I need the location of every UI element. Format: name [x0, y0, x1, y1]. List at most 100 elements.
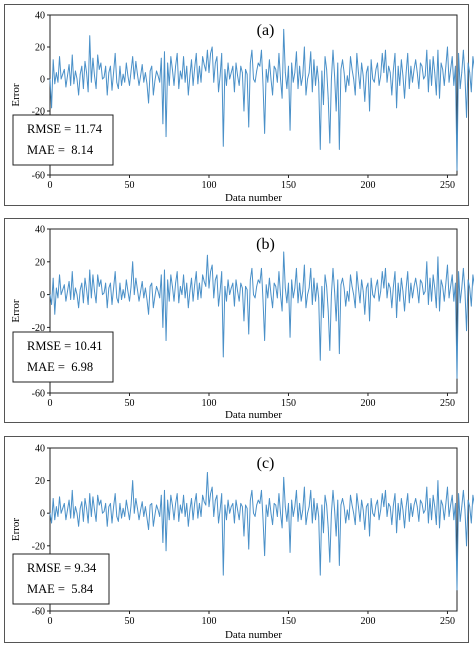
data-point: [421, 503, 423, 504]
data-point: [113, 72, 114, 73]
data-point: [172, 504, 173, 506]
data-point: [416, 72, 418, 73]
data-point: [467, 62, 469, 64]
data-point: [329, 349, 331, 351]
data-point: [125, 279, 127, 281]
data-point: [358, 72, 359, 73]
data-point: [253, 512, 254, 514]
data-point: [60, 294, 62, 295]
data-point: [281, 97, 283, 99]
error-series-line: [49, 28, 474, 171]
data-point: [105, 65, 107, 67]
data-point: [335, 110, 337, 112]
data-point: [469, 506, 471, 508]
data-point: [232, 282, 234, 284]
data-point: [332, 49, 334, 51]
data-point: [224, 286, 226, 287]
data-point: [213, 81, 215, 83]
data-point: [346, 290, 348, 292]
data-point: [71, 489, 73, 491]
data-point: [105, 503, 107, 504]
data-point: [71, 54, 73, 56]
data-point: [156, 70, 157, 72]
data-point: [86, 507, 87, 509]
data-point: [275, 286, 277, 287]
data-point: [243, 535, 245, 537]
data-point: [265, 69, 267, 70]
data-point: [358, 506, 359, 508]
data-point: [440, 62, 442, 64]
data-point: [110, 65, 111, 67]
data-point: [183, 494, 184, 496]
data-point: [370, 277, 372, 279]
data-point: [100, 499, 102, 501]
data-point: [117, 520, 119, 522]
data-point: [165, 550, 167, 552]
data-point: [197, 83, 199, 85]
data-point: [253, 78, 254, 80]
data-point: [327, 97, 329, 99]
data-point: [297, 520, 299, 522]
data-point: [396, 107, 397, 109]
data-point: [114, 493, 116, 495]
data-point: [437, 49, 439, 51]
data-point: [162, 542, 164, 543]
data-point: [148, 102, 149, 104]
data-point: [296, 489, 297, 491]
data-point: [453, 300, 455, 302]
data-point: [450, 69, 452, 70]
data-point: [286, 520, 288, 522]
stats-box: [12, 553, 110, 605]
data-point: [338, 149, 340, 150]
data-point: [97, 494, 99, 496]
data-point: [103, 292, 105, 294]
data-point: [208, 287, 210, 289]
data-point: [183, 56, 184, 57]
x-tick-label: 150: [281, 616, 296, 627]
data-point: [259, 282, 261, 284]
data-point: [248, 333, 250, 335]
data-point: [308, 72, 310, 73]
y-tick-label: -20: [32, 107, 45, 118]
data-point: [175, 503, 176, 504]
data-point: [186, 65, 188, 67]
data-point: [141, 501, 143, 503]
data-point: [213, 297, 215, 299]
data-point: [424, 509, 426, 511]
data-point: [267, 297, 269, 299]
data-point: [117, 302, 119, 304]
data-point: [369, 110, 370, 112]
data-point: [197, 299, 199, 300]
data-point: [135, 498, 137, 499]
data-point: [63, 503, 65, 504]
data-point: [385, 267, 386, 269]
data-point: [305, 94, 307, 96]
data-point: [386, 81, 388, 83]
data-point: [278, 53, 280, 54]
data-point: [303, 46, 305, 48]
data-point: [350, 274, 351, 276]
data-point: [106, 525, 108, 527]
data-point: [448, 516, 450, 517]
data-point: [125, 499, 127, 501]
data-point: [162, 327, 164, 328]
data-point: [146, 299, 148, 300]
data-point: [254, 516, 256, 517]
data-point: [186, 503, 188, 504]
data-point: [241, 287, 243, 289]
data-point: [116, 297, 118, 299]
data-point: [199, 282, 200, 284]
data-point: [157, 290, 159, 292]
data-point: [445, 65, 447, 67]
data-point: [143, 81, 145, 83]
data-point: [286, 302, 288, 304]
data-point: [393, 504, 394, 506]
y-tick-label: 0: [40, 75, 45, 86]
data-point: [458, 271, 459, 273]
data-point: [243, 110, 245, 112]
data-point: [408, 302, 410, 304]
data-point: [86, 72, 87, 73]
data-point: [326, 504, 328, 506]
data-point: [68, 281, 70, 282]
data-point: [275, 504, 277, 506]
